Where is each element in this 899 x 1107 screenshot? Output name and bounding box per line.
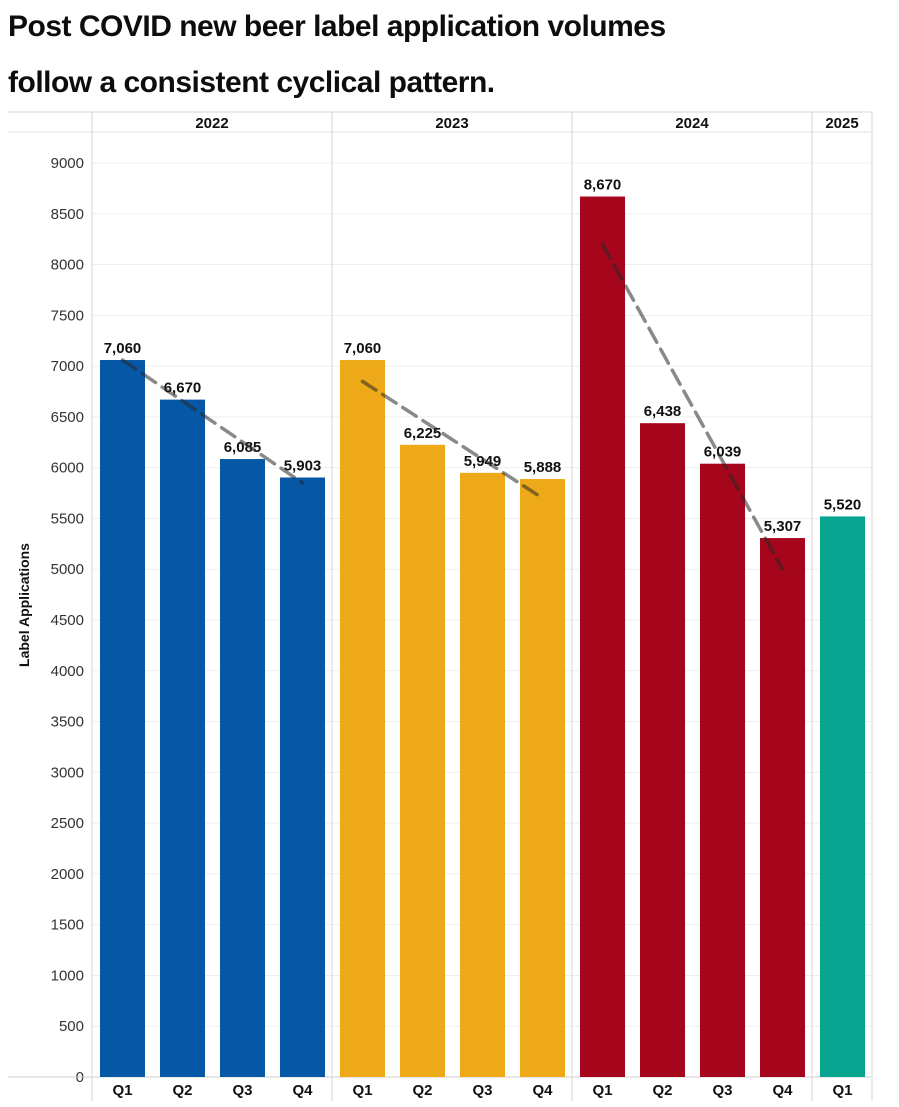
bar-2024-Q1 — [580, 196, 625, 1078]
year-header-2024: 2024 — [675, 115, 709, 132]
data-label-2024-Q4: 5,307 — [764, 518, 802, 535]
trend-line-2023 — [360, 379, 545, 500]
chart-title-line-2: follow a consistent cyclical pattern. — [8, 66, 495, 99]
data-label-2022-Q3: 6,085 — [224, 439, 262, 456]
data-label-2024-Q2: 6,438 — [644, 403, 682, 420]
trend-line-2024 — [600, 242, 785, 571]
bar-2024-Q3 — [700, 463, 745, 1077]
data-label-2022-Q4: 5,903 — [284, 458, 322, 475]
y-tick-label: 2000 — [51, 866, 84, 883]
data-label-2025-Q1: 5,520 — [824, 496, 862, 513]
y-tick-label: 8000 — [51, 257, 84, 274]
x-tick-label: Q4 — [772, 1082, 793, 1099]
x-tick-label: Q2 — [172, 1082, 192, 1099]
y-tick-label: 7500 — [51, 307, 84, 324]
x-tick-label: Q3 — [472, 1082, 492, 1099]
x-tick-label: Q4 — [532, 1082, 553, 1099]
bar-2022-Q3 — [220, 459, 265, 1078]
bar-2023-Q4 — [520, 479, 565, 1077]
x-tick-label: Q2 — [652, 1082, 672, 1099]
y-tick-label: 5500 — [51, 510, 84, 527]
x-tick-label: Q3 — [712, 1082, 732, 1099]
bar-2023-Q2 — [400, 444, 445, 1078]
x-tick-label: Q3 — [232, 1082, 252, 1099]
y-tick-label: 6500 — [51, 409, 84, 426]
trend-line-2022 — [120, 358, 305, 485]
x-tick-label: Q1 — [592, 1082, 612, 1099]
bar-2022-Q1 — [100, 360, 145, 1077]
y-tick-label: 7000 — [51, 358, 84, 375]
chart-title-line-1: Post COVID new beer label application vo… — [8, 10, 666, 43]
data-label-2022-Q1: 7,060 — [104, 340, 142, 357]
bar-2023-Q3 — [460, 472, 505, 1077]
bar-2024-Q4 — [760, 538, 805, 1077]
data-label-2023-Q2: 6,225 — [404, 425, 442, 442]
y-tick-label: 4500 — [51, 612, 84, 629]
x-tick-label: Q1 — [112, 1082, 132, 1099]
data-label-2024-Q1: 8,670 — [584, 177, 622, 194]
x-tick-label: Q2 — [412, 1082, 432, 1099]
y-axis-title: Label Applications — [16, 543, 32, 667]
y-tick-label: 4000 — [51, 663, 84, 680]
bar-2022-Q2 — [160, 399, 205, 1077]
y-tick-label: 1000 — [51, 967, 84, 984]
data-label-2022-Q2: 6,670 — [164, 380, 202, 397]
year-header-2025: 2025 — [825, 115, 858, 132]
y-tick-label: 1500 — [51, 917, 84, 934]
data-label-2023-Q1: 7,060 — [344, 340, 382, 357]
bar-2022-Q4 — [280, 477, 325, 1077]
x-tick-label: Q1 — [352, 1082, 372, 1099]
y-tick-label: 2500 — [51, 815, 84, 832]
x-tick-label: Q4 — [292, 1082, 313, 1099]
y-tick-label: 500 — [59, 1018, 84, 1035]
bar-2024-Q2 — [640, 423, 685, 1078]
x-tick-label: Q1 — [832, 1082, 852, 1099]
bar-2025-Q1 — [820, 516, 865, 1077]
y-tick-label: 3000 — [51, 764, 84, 781]
data-label-2023-Q4: 5,888 — [524, 459, 562, 476]
data-label-2024-Q3: 6,039 — [704, 444, 742, 461]
y-tick-label: 5000 — [51, 561, 84, 578]
bar-2023-Q1 — [340, 360, 385, 1077]
y-tick-label: 8500 — [51, 206, 84, 223]
y-tick-label: 9000 — [51, 155, 84, 172]
year-header-2023: 2023 — [435, 115, 468, 132]
y-tick-label: 6000 — [51, 460, 84, 477]
y-tick-label: 3500 — [51, 714, 84, 731]
year-header-2022: 2022 — [195, 115, 228, 132]
